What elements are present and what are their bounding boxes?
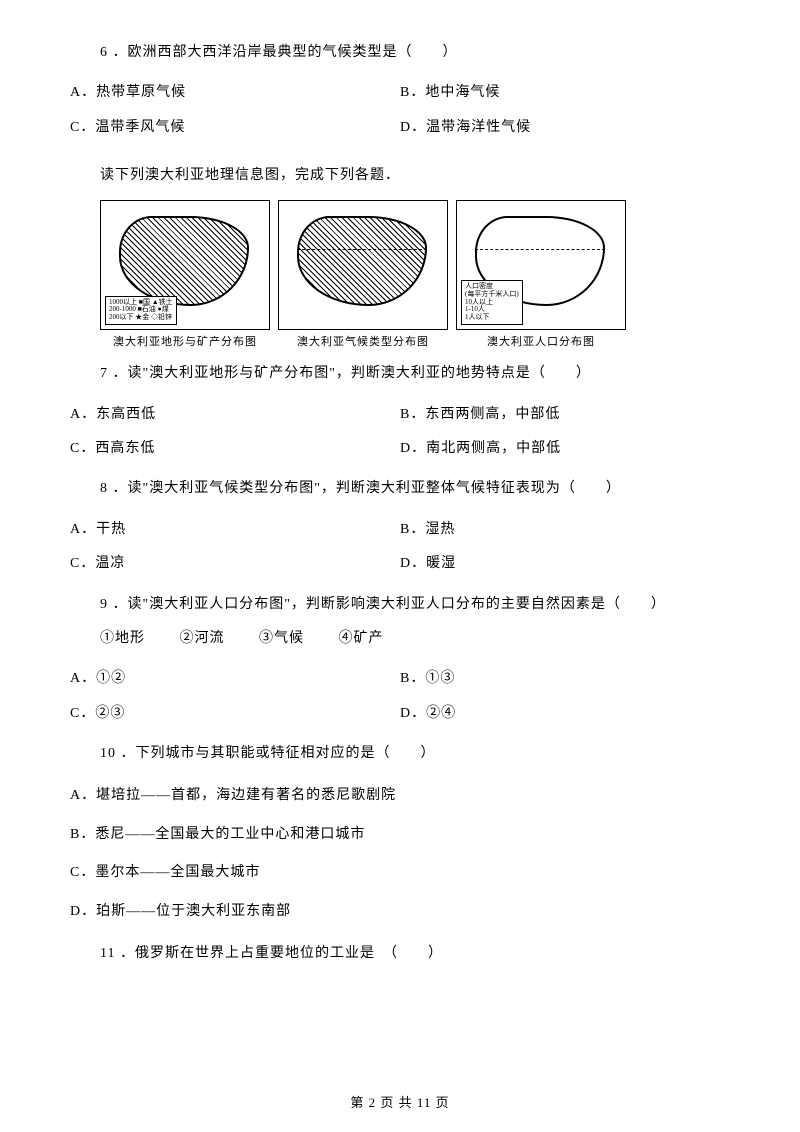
q9-option-a[interactable]: A．①②	[70, 668, 400, 690]
q7-options: A．东高西低 B．东西两侧高，中部低 C．西高东低 D．南北两侧高，中部低	[70, 398, 730, 467]
q9-option-c[interactable]: C．②③	[70, 703, 400, 725]
q7-option-a[interactable]: A．东高西低	[70, 404, 400, 426]
q6-text: 6 ．欧洲西部大西洋沿岸最典型的气候类型是（ ）	[100, 42, 730, 64]
q9-item-3: ③气候	[259, 631, 304, 646]
q9-item-1: ①地形	[100, 631, 145, 646]
map-row: 1000以上 ■国 ▲铁土 200-1000 ■石油 ●煤 200以下 ★金 ◇…	[100, 200, 730, 352]
q8-option-d[interactable]: D．暖湿	[400, 553, 730, 575]
q6-option-b[interactable]: B．地中海气候	[400, 82, 730, 104]
q8-options: A．干热 B．湿热 C．温凉 D．暖湿	[70, 513, 730, 582]
map-2	[278, 200, 448, 330]
q10-option-b[interactable]: B．悉尼——全国最大的工业中心和港口城市	[70, 824, 730, 846]
q6-options: A．热带草原气候 B．地中海气候 C．温带季风气候 D．温带海洋性气候	[70, 76, 730, 145]
q10-option-a[interactable]: A．堪培拉——首都，海边建有著名的悉尼歌剧院	[70, 785, 730, 807]
q9-option-b[interactable]: B．①③	[400, 668, 730, 690]
map-1-shape	[119, 216, 249, 306]
page-footer: 第 2 页 共 11 页	[0, 1093, 800, 1114]
q6-option-c[interactable]: C．温带季风气候	[70, 117, 400, 139]
map-1-caption: 澳大利亚地形与矿产分布图	[113, 334, 257, 352]
map-3: 人口密度 (每平方千米人口) 10人以上 1-10人 1人以下	[456, 200, 626, 330]
q7-option-d[interactable]: D．南北两侧高，中部低	[400, 438, 730, 460]
legend-line: 200以下 ★金 ◇铅锌	[109, 314, 173, 322]
map-cell-2: 澳大利亚气候类型分布图	[278, 200, 448, 352]
map-2-caption: 澳大利亚气候类型分布图	[297, 334, 429, 352]
q6-option-a[interactable]: A．热带草原气候	[70, 82, 400, 104]
q10-option-c[interactable]: C．墨尔本——全国最大城市	[70, 862, 730, 884]
map-1: 1000以上 ■国 ▲铁土 200-1000 ■石油 ●煤 200以下 ★金 ◇…	[100, 200, 270, 330]
legend-line: 1人以下	[465, 314, 519, 322]
map-1-legend: 1000以上 ■国 ▲铁土 200-1000 ■石油 ●煤 200以下 ★金 ◇…	[105, 296, 177, 325]
q9-options: A．①② B．①③ C．②③ D．②④	[70, 662, 730, 731]
map-2-shape	[297, 216, 427, 306]
tropic-line-icon	[475, 249, 605, 250]
q7-option-b[interactable]: B．东西两侧高，中部低	[400, 404, 730, 426]
map-cell-3: 人口密度 (每平方千米人口) 10人以上 1-10人 1人以下 澳大利亚人口分布…	[456, 200, 626, 352]
q7-text: 7 ．读"澳大利亚地形与矿产分布图"，判断澳大利亚的地势特点是（ ）	[100, 363, 730, 385]
q9-item-2: ②河流	[180, 631, 225, 646]
map-3-legend: 人口密度 (每平方千米人口) 10人以上 1-10人 1人以下	[461, 280, 523, 324]
q8-text: 8 ．读"澳大利亚气候类型分布图"，判断澳大利亚整体气候特征表现为（ ）	[100, 478, 730, 500]
q10-options: A．堪培拉——首都，海边建有著名的悉尼歌剧院 B．悉尼——全国最大的工业中心和港…	[70, 777, 730, 931]
map-cell-1: 1000以上 ■国 ▲铁土 200-1000 ■石油 ●煤 200以下 ★金 ◇…	[100, 200, 270, 352]
instruction-1: 读下列澳大利亚地理信息图，完成下列各题．	[100, 165, 730, 187]
tropic-line-icon	[297, 249, 427, 250]
q9-option-d[interactable]: D．②④	[400, 703, 730, 725]
q11-text: 11 ．俄罗斯在世界上占重要地位的工业是 （ ）	[100, 943, 730, 965]
q9-item-4: ④矿产	[339, 631, 384, 646]
q9-text: 9 ．读"澳大利亚人口分布图"，判断影响澳大利亚人口分布的主要自然因素是（ ）	[100, 594, 730, 616]
q10-text: 10 ．下列城市与其职能或特征相对应的是（ ）	[100, 743, 730, 765]
q9-subitems: ①地形 ②河流 ③气候 ④矿产	[100, 628, 730, 650]
q8-option-a[interactable]: A．干热	[70, 519, 400, 541]
q6-option-d[interactable]: D．温带海洋性气候	[400, 117, 730, 139]
q10-option-d[interactable]: D．珀斯——位于澳大利亚东南部	[70, 901, 730, 923]
q7-option-c[interactable]: C．西高东低	[70, 438, 400, 460]
q8-option-b[interactable]: B．湿热	[400, 519, 730, 541]
q8-option-c[interactable]: C．温凉	[70, 553, 400, 575]
map-3-caption: 澳大利亚人口分布图	[487, 334, 595, 352]
